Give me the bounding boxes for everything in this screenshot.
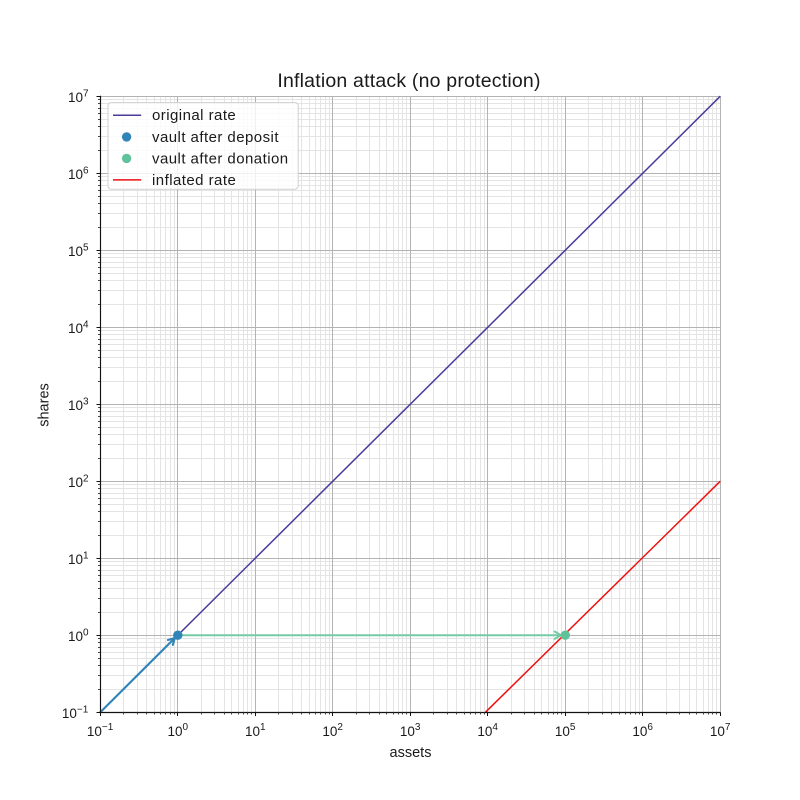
svg-text:6: 6 — [647, 722, 653, 733]
svg-text:10: 10 — [245, 724, 260, 739]
svg-text:10: 10 — [477, 724, 492, 739]
svg-text:4: 4 — [492, 722, 498, 733]
svg-text:vault after deposit: vault after deposit — [152, 129, 279, 146]
svg-text:original rate: original rate — [152, 107, 236, 124]
svg-text:10: 10 — [68, 398, 83, 413]
svg-text:7: 7 — [83, 88, 89, 99]
svg-text:10: 10 — [68, 244, 83, 259]
svg-text:2: 2 — [83, 473, 89, 484]
svg-text:5: 5 — [83, 242, 89, 253]
svg-text:10: 10 — [68, 475, 83, 490]
svg-text:3: 3 — [83, 396, 89, 407]
svg-text:shares: shares — [37, 383, 53, 427]
svg-text:0: 0 — [83, 627, 89, 638]
svg-text:10: 10 — [322, 724, 337, 739]
svg-text:3: 3 — [415, 722, 421, 733]
svg-text:inflated rate: inflated rate — [152, 172, 236, 189]
svg-text:vault after donation: vault after donation — [152, 150, 289, 167]
svg-text:10: 10 — [68, 552, 83, 567]
svg-text:10: 10 — [555, 724, 570, 739]
svg-text:1: 1 — [260, 722, 266, 733]
svg-text:10: 10 — [710, 724, 725, 739]
svg-text:assets: assets — [390, 745, 432, 761]
svg-text:−1: −1 — [102, 722, 114, 733]
svg-text:10: 10 — [62, 706, 77, 721]
svg-text:0: 0 — [183, 722, 189, 733]
svg-text:4: 4 — [83, 319, 89, 330]
svg-text:10: 10 — [632, 724, 647, 739]
svg-text:2: 2 — [337, 722, 343, 733]
svg-text:−1: −1 — [77, 704, 89, 715]
svg-text:10: 10 — [68, 629, 83, 644]
svg-text:1: 1 — [83, 550, 89, 561]
svg-text:Inflation attack (no protectio: Inflation attack (no protection) — [277, 70, 540, 92]
svg-text:6: 6 — [83, 165, 89, 176]
svg-text:7: 7 — [725, 722, 731, 733]
svg-text:5: 5 — [570, 722, 576, 733]
svg-text:10: 10 — [68, 90, 83, 105]
svg-text:10: 10 — [68, 167, 83, 182]
svg-text:10: 10 — [87, 724, 102, 739]
svg-text:10: 10 — [400, 724, 415, 739]
svg-text:10: 10 — [168, 724, 183, 739]
svg-text:10: 10 — [68, 321, 83, 336]
